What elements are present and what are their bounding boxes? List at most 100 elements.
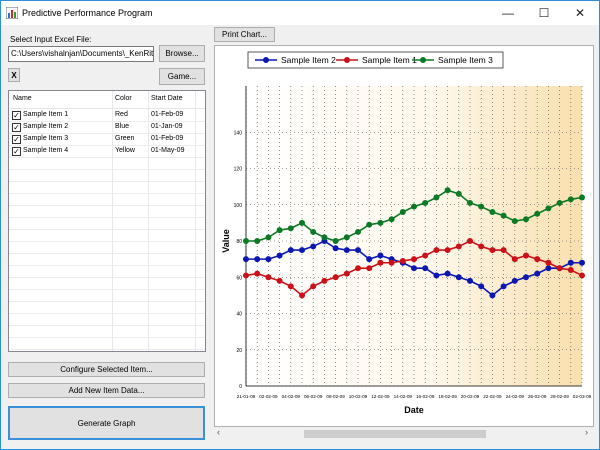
data-point xyxy=(433,194,440,201)
data-point xyxy=(343,247,350,254)
row-gridline xyxy=(9,121,205,122)
data-point xyxy=(377,219,384,226)
configure-selected-item-button[interactable]: Configure Selected Item... xyxy=(8,362,205,377)
column-header-name[interactable]: Name xyxy=(13,95,32,102)
plot-area xyxy=(246,86,582,386)
data-point xyxy=(310,283,317,290)
data-point xyxy=(444,247,451,254)
legend-box xyxy=(247,51,504,69)
item-color: Red xyxy=(115,111,128,118)
data-point xyxy=(467,199,473,206)
data-point xyxy=(511,256,518,263)
item-name: Sample Item 4 xyxy=(23,147,69,154)
data-point xyxy=(500,212,507,219)
x-tick-label: 22-02-09 xyxy=(483,394,502,399)
data-point xyxy=(567,267,574,273)
scroll-right-icon[interactable]: › xyxy=(585,427,588,437)
data-point xyxy=(332,274,339,281)
list-item[interactable]: ✓ Sample Item 1 Red 01-Feb-09 xyxy=(9,110,205,122)
data-point xyxy=(388,216,395,223)
maximize-button[interactable]: ☐ xyxy=(538,6,550,20)
item-color: Yellow xyxy=(115,147,135,154)
data-point xyxy=(545,265,552,272)
data-point xyxy=(545,205,552,212)
x-tick-label: 14-02-09 xyxy=(394,394,413,399)
item-list[interactable]: Name Color Start Date ✓ Sample Item 1 Red 0… xyxy=(8,90,206,352)
clear-button[interactable]: X xyxy=(8,68,20,82)
data-point xyxy=(366,265,373,272)
game-button[interactable]: Game... xyxy=(159,68,205,85)
data-point xyxy=(287,225,294,232)
item-checkbox[interactable]: ✓ xyxy=(12,110,21,120)
data-point xyxy=(444,270,451,277)
title-bar: Predictive Performance Program — ☐ ✕ xyxy=(1,1,599,25)
data-point xyxy=(299,292,305,299)
close-button[interactable]: ✕ xyxy=(574,6,586,20)
file-path-input[interactable]: C:\Users\vishalnjan\Documents\_KenRite\P… xyxy=(8,46,154,62)
data-point xyxy=(478,243,485,250)
data-point xyxy=(377,252,384,259)
data-point xyxy=(433,272,440,279)
data-point xyxy=(579,194,585,201)
row-gridline xyxy=(9,289,205,290)
row-gridline xyxy=(9,337,205,338)
generate-graph-button[interactable]: Generate Graph xyxy=(8,406,205,440)
data-point xyxy=(455,190,462,197)
print-chart-button[interactable]: Print Chart... xyxy=(214,27,275,42)
legend-label: Sample Item 3 xyxy=(438,55,493,65)
data-point xyxy=(500,247,507,254)
add-new-item-data-button[interactable]: Add New Item Data... xyxy=(8,383,205,398)
minimize-button[interactable]: — xyxy=(502,6,514,20)
row-gridline xyxy=(9,157,205,158)
data-point xyxy=(556,199,563,206)
scroll-thumb[interactable] xyxy=(304,430,486,438)
item-checkbox[interactable]: ✓ xyxy=(12,134,21,144)
data-point xyxy=(366,221,373,228)
browse-button[interactable]: Browse... xyxy=(159,45,205,62)
item-checkbox[interactable]: ✓ xyxy=(12,146,21,156)
item-start-date: 01-Feb-09 xyxy=(151,135,184,142)
data-point xyxy=(332,238,339,244)
column-header-color[interactable]: Color xyxy=(115,95,132,102)
x-tick-label: 08-02-09 xyxy=(326,394,345,399)
x-tick-label: 21-01-09 xyxy=(237,394,256,399)
list-item[interactable]: ✓ Sample Item 2 Blue 01-Jan-09 xyxy=(9,122,205,134)
data-point xyxy=(467,277,473,284)
scroll-left-icon[interactable]: ‹ xyxy=(217,427,220,437)
data-point xyxy=(489,292,496,299)
item-name: Sample Item 2 xyxy=(23,123,69,130)
data-point xyxy=(579,272,585,279)
data-point xyxy=(265,256,272,263)
list-item[interactable]: ✓ Sample Item 3 Green 01-Feb-09 xyxy=(9,134,205,146)
x-tick-label: 02-03-09 xyxy=(573,394,592,399)
x-tick-label: 02-02-09 xyxy=(259,394,278,399)
data-point xyxy=(399,257,406,264)
item-start-date: 01-May-09 xyxy=(151,147,185,154)
horizontal-scrollbar[interactable]: ‹ › xyxy=(214,427,594,441)
data-point xyxy=(332,245,339,252)
data-point xyxy=(467,238,473,244)
data-point xyxy=(276,252,283,259)
data-point xyxy=(534,270,541,277)
item-start-date: 01-Jan-09 xyxy=(151,123,183,130)
x-tick-label: 06-02-09 xyxy=(304,394,323,399)
x-tick-label: 18-02-09 xyxy=(438,394,457,399)
row-gridline xyxy=(9,349,205,350)
data-point xyxy=(299,219,305,226)
item-checkbox[interactable]: ✓ xyxy=(12,122,21,132)
row-gridline xyxy=(9,205,205,206)
data-point xyxy=(355,265,361,272)
data-point xyxy=(287,283,294,290)
data-point xyxy=(444,187,451,194)
y-tick-label: 0 xyxy=(239,384,242,390)
data-point xyxy=(299,247,305,254)
line-chart: 0 20 40 60 80 100 120 140 21-01-09 02-02-09 04-02-… xyxy=(221,51,592,415)
list-item[interactable]: ✓ Sample Item 4 Yellow 01-May-09 xyxy=(9,146,205,158)
row-gridline xyxy=(9,169,205,170)
data-point xyxy=(243,238,249,244)
column-header-start-date[interactable]: Start Date xyxy=(151,95,183,102)
column-divider xyxy=(112,91,113,351)
item-name: Sample Item 1 xyxy=(23,111,69,118)
data-point xyxy=(489,209,496,215)
